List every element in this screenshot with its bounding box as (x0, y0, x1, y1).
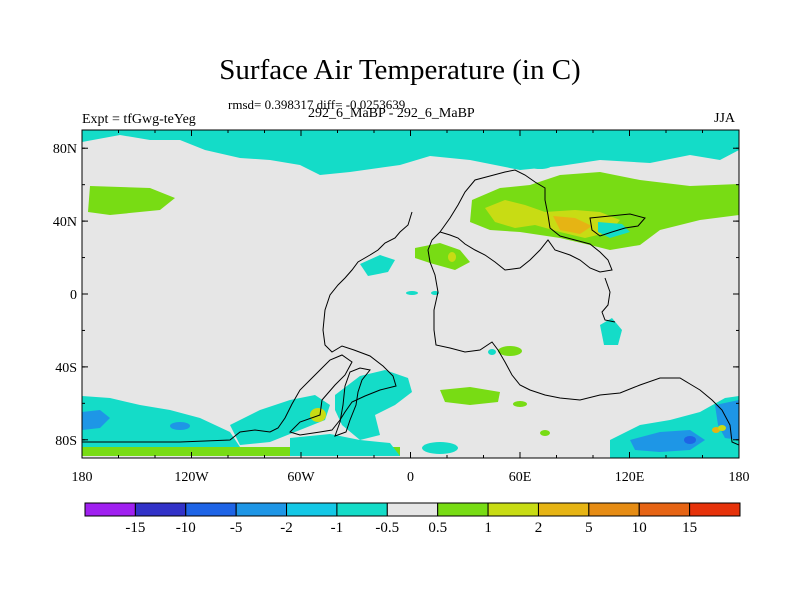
lat-tick-label: 80S (55, 434, 77, 449)
colorbar-label: -5 (230, 520, 243, 536)
lon-tick-label: 0 (407, 470, 414, 485)
colorbar-swatch (286, 502, 338, 517)
green-patch-far-south (540, 430, 550, 436)
colorbar-swatch (638, 502, 691, 517)
coastline-eurasia-north (439, 169, 613, 273)
colorbar-label: 10 (632, 520, 647, 536)
lat-tick-label: 40S (55, 361, 77, 376)
colorbar-swatch (437, 502, 489, 517)
coastline-east-asia (589, 213, 646, 237)
latitude-axis: 80N 40N 0 40S 80S (53, 142, 739, 449)
cyan-patch-bottom (422, 442, 458, 454)
coastline-india (601, 277, 616, 323)
indonesia-cyan-patch (488, 349, 496, 355)
small-cyan-patch-2 (431, 291, 439, 295)
colorbar-swatch (185, 502, 237, 517)
eurasia-warming (470, 172, 739, 250)
lon-tick-label: 180 (72, 470, 93, 485)
lon-tick-label: 180 (729, 470, 750, 485)
colorbar-label: 0.5 (428, 520, 447, 536)
coastline-americas (82, 211, 413, 443)
stats-text: rmsd= 0.398317 diff= -0.0253639 (228, 97, 406, 112)
colorbar-swatch (588, 502, 640, 517)
antarctic-hot-spot (712, 427, 720, 433)
middle-east-hot-spot (448, 252, 456, 262)
colorbar-label: 2 (535, 520, 543, 536)
colorbar-label: -2 (280, 520, 293, 536)
anomaly-fill (82, 130, 739, 458)
colorbar: -15 -10 -5 -2 -1 -0.5 0.5 1 2 5 10 15 (84, 502, 741, 536)
colorbar-label: -0.5 (375, 520, 399, 536)
colorbar-swatch (689, 502, 741, 517)
colorbar-label: 15 (682, 520, 697, 536)
colorbar-swatch (537, 502, 590, 517)
indonesia-green-patch (498, 346, 522, 356)
lon-tick-label: 60E (509, 470, 532, 485)
season-label: JJA (714, 111, 736, 126)
antarctic-blue-west (82, 410, 110, 430)
green-patch-south (513, 401, 527, 407)
case-label: 292_6_MaBP - 292_6_MaBP (308, 106, 475, 121)
colorbar-swatch (134, 502, 187, 517)
colorbar-swatch (84, 502, 136, 517)
blue-patch-antarctic (170, 422, 190, 430)
arctic-cooling-region (82, 130, 739, 175)
colorbar-swatch (235, 502, 288, 517)
arctic-patch (528, 161, 552, 169)
atlantic-cooling-patch (360, 255, 395, 276)
south-atlantic-cooling (335, 370, 412, 440)
antarctic-cooling-west (82, 396, 240, 447)
colorbar-label: 5 (585, 520, 593, 536)
lon-tick-label: 60W (287, 470, 315, 485)
north-america-warming (88, 186, 175, 215)
longitude-axis: 180 120W 60W 0 60E 120E 180 (72, 130, 750, 485)
middle-east-warming (415, 243, 470, 270)
lon-tick-label: 120W (174, 470, 209, 485)
antarctic-blue-east (630, 430, 705, 452)
colorbar-label: -10 (176, 520, 196, 536)
south-pacific-cooling (230, 395, 330, 445)
colorbar-swatch (386, 502, 439, 517)
coastlines (82, 169, 739, 446)
patagonia-warm-patch (310, 408, 326, 422)
coastline-south-america-inner (334, 367, 371, 437)
colorbar-swatch (487, 502, 539, 517)
southern-ocean-warming (440, 387, 500, 405)
lat-tick-label: 80N (53, 142, 77, 157)
plot-title: Surface Air Temperature (in C) (219, 54, 581, 86)
colorbar-label: 1 (484, 520, 492, 536)
antarctic-cyan-bottom (290, 434, 400, 456)
lat-tick-label: 40N (53, 215, 77, 230)
blue-core-east (684, 436, 696, 444)
antarctic-warm-spot (718, 425, 726, 431)
colorbar-label: -15 (125, 520, 145, 536)
indian-ocean-cooling (600, 318, 622, 345)
colorbar-swatch (336, 502, 388, 517)
lon-tick-label: 120E (615, 470, 645, 485)
colorbar-label: -1 (331, 520, 344, 536)
experiment-label: Expt = tfGwg-teYeg (82, 112, 196, 127)
eurasia-hot-spot (553, 216, 592, 234)
lat-tick-label: 0 (70, 288, 77, 303)
small-cyan-patch-1 (406, 291, 418, 295)
coastline-africa-eurasia (427, 231, 739, 446)
